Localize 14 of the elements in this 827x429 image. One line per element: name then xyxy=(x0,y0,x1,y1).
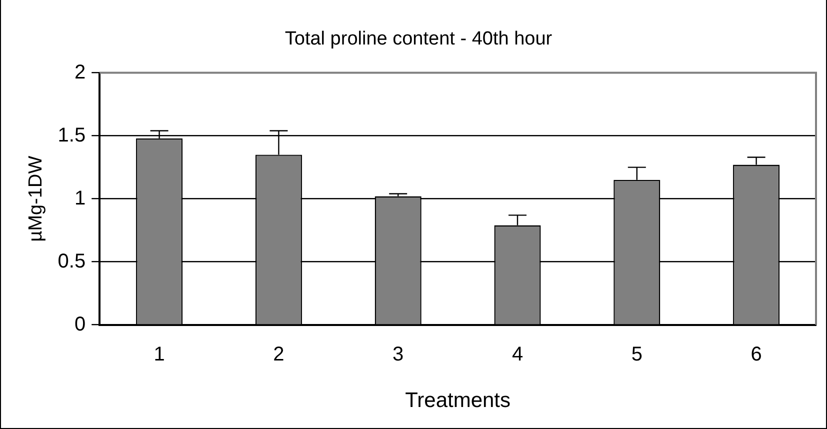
x-axis-title: Treatments xyxy=(405,389,511,412)
y-tick-label: 2 xyxy=(74,61,86,84)
y-tick-label: 1.5 xyxy=(58,124,86,146)
y-tick-label: 0.5 xyxy=(58,250,86,272)
x-tick-label: 4 xyxy=(512,343,524,366)
x-tick-label: 2 xyxy=(273,343,284,366)
chart-title: Total proline content - 40th hour xyxy=(284,28,553,50)
x-tick-label: 6 xyxy=(750,343,762,366)
y-axis-title: µMg-1DW xyxy=(26,156,47,242)
x-tick-label: 5 xyxy=(631,343,642,366)
y-tick-label: 1 xyxy=(74,187,86,210)
x-tick-label: 1 xyxy=(154,343,165,366)
x-tick-label: 3 xyxy=(392,343,404,366)
y-tick-label: 0 xyxy=(74,313,86,336)
